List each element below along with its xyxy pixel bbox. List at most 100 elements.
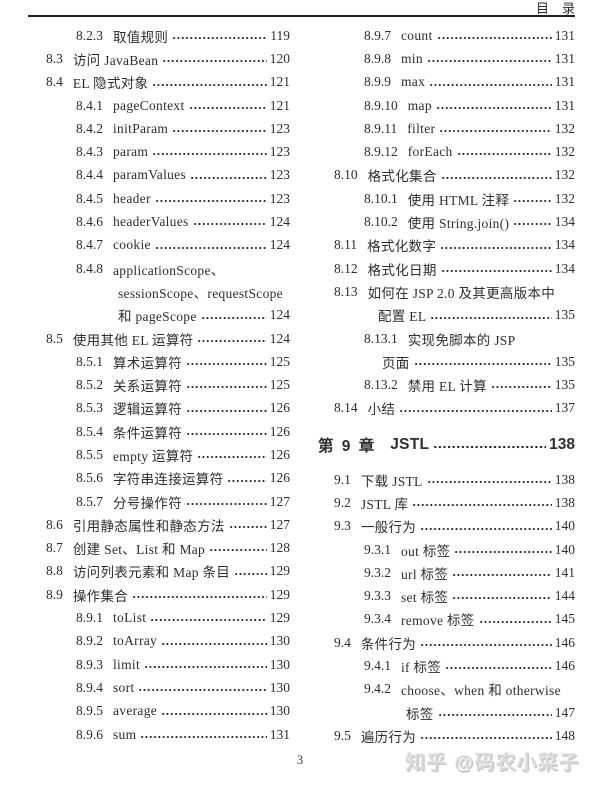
dot-leader xyxy=(161,629,267,654)
toc-entry-number: 8.14 xyxy=(334,400,358,416)
dot-leader xyxy=(186,350,267,374)
toc-entry-page: 132 xyxy=(554,144,575,160)
dot-leader xyxy=(513,210,552,234)
toc-entry-title: 禁用 EL 计算 xyxy=(407,379,487,395)
toc-entry: 8.7 创建 Set、List 和 Map 128 xyxy=(30,536,290,560)
toc-entry: 和 pageScope 124 xyxy=(30,303,290,327)
toc-entry-page: 120 xyxy=(269,50,290,66)
toc-entry: 配置 EL 135 xyxy=(318,303,575,327)
toc-entry: 9.3.3 set 标签 144 xyxy=(318,584,575,608)
toc-entry-number: 8.9.6 xyxy=(76,726,103,742)
toc-entry-number: 8.9.4 xyxy=(76,679,103,695)
dot-leader xyxy=(412,491,552,515)
toc-entry: 8.4.2 initParam 123 xyxy=(30,117,290,141)
dot-leader xyxy=(152,140,267,164)
dot-leader xyxy=(513,187,552,211)
toc-entry-page: 126 xyxy=(269,470,290,486)
dot-leader xyxy=(144,653,267,677)
toc-entry-title: 实现免脚本的 JSP xyxy=(407,332,516,348)
toc-entry: 8.10.2 使用 String.join() 134 xyxy=(318,210,575,234)
toc-entry-title: 标签 xyxy=(406,706,434,722)
toc-entry-number: 8.5.4 xyxy=(76,423,103,439)
dot-leader xyxy=(429,70,552,94)
toc-entry-title: 算术运算符 xyxy=(113,355,182,371)
toc-entry: 8.9.1 toList 129 xyxy=(30,606,290,630)
toc-entry-title: 小结 xyxy=(367,402,396,418)
toc-entry-page: 124 xyxy=(269,307,290,323)
toc-entry-title: 分号操作符 xyxy=(113,495,182,511)
dot-leader xyxy=(227,466,267,490)
dot-leader xyxy=(228,513,267,537)
toc-entry-title: 格式化数字 xyxy=(367,239,437,255)
dot-leader xyxy=(454,537,552,562)
toc-entry: 8.13 如何在 JSP 2.0 及其更高版本中 xyxy=(318,280,575,303)
toc-entry-number: 8.5.7 xyxy=(76,493,103,509)
toc-entry-page: 129 xyxy=(269,586,290,602)
toc-entry: 8.5.7 分号操作符 127 xyxy=(30,489,290,514)
toc-entry: 8.4.4 paramValues 123 xyxy=(30,163,290,188)
toc-entry-number: 8.9.7 xyxy=(364,27,391,43)
toc-entry-page: 134 xyxy=(554,260,575,276)
toc-entry-number: 8.5.2 xyxy=(76,377,103,393)
toc-entry-page: 123 xyxy=(269,120,290,136)
toc-entry-page: 140 xyxy=(554,518,575,534)
toc-column-left: 8.2.3 取值规则 119 8.3 访问 JavaBean 120 8.4 EL 隐式对象 1… xyxy=(30,24,290,747)
toc-entry-title: sessionScope、requestScope xyxy=(118,285,283,301)
toc-entry: 9.4.1 if 标签 146 xyxy=(318,654,575,678)
toc-entry-page: 132 xyxy=(554,167,575,183)
header-rule xyxy=(28,15,575,17)
dot-leader xyxy=(172,117,267,141)
toc-entry-number: 8.5.6 xyxy=(76,470,103,486)
toc-entry-page: 123 xyxy=(269,144,290,160)
toc-entry-title: pageContext xyxy=(113,97,185,113)
toc-entry-title: 关系运算符 xyxy=(113,379,182,395)
toc-entry: 9.4.2 choose、when 和 otherwise xyxy=(318,678,575,701)
dot-leader xyxy=(186,420,267,444)
toc-entry-title: toList xyxy=(113,610,147,626)
dot-leader xyxy=(209,536,267,560)
toc-entry: 8.9 操作集合 129 xyxy=(30,583,290,607)
toc-entry-number: 8.7 xyxy=(46,540,63,556)
toc-entry-number: 9.4.2 xyxy=(364,681,391,697)
toc-entry: 8.5.3 逻辑运算符 126 xyxy=(30,396,290,421)
toc-entry: 9.4 条件行为 146 xyxy=(318,631,575,655)
toc-entry-title: map xyxy=(407,97,432,113)
toc-entry-number: 8.3 xyxy=(46,50,63,66)
page-header-title: 目 录 xyxy=(535,1,575,16)
toc-entry-title: paramValues xyxy=(113,167,187,183)
toc-entry: 8.6 引用静态属性和静态方法 127 xyxy=(30,513,290,537)
toc-entry-number: 8.4.5 xyxy=(76,190,103,206)
dot-leader xyxy=(186,373,267,397)
toc-entry-page: 141 xyxy=(554,564,575,580)
toc-entry-title: 页面 xyxy=(382,355,410,371)
toc-entry: 8.5.5 empty 运算符 126 xyxy=(30,443,290,467)
toc-entry: 9.2 JSTL 库 138 xyxy=(318,491,575,515)
toc-entry-title: url 标签 xyxy=(401,566,449,582)
toc-entry-title: count xyxy=(401,27,433,43)
toc-entry: 8.5.2 关系运算符 125 xyxy=(30,373,290,397)
toc-entry-number: 8.9.10 xyxy=(364,97,398,113)
dot-leader xyxy=(440,163,552,188)
dot-leader xyxy=(426,47,552,71)
toc-entry-page: 146 xyxy=(554,658,575,674)
toc-entry: 9.3.4 remove 标签 145 xyxy=(318,607,575,632)
toc-entry-title: 使用其他 EL 运算符 xyxy=(72,332,194,348)
toc-entry-number: 8.4.6 xyxy=(76,214,103,230)
toc-entry-title: 遍历行为 xyxy=(360,729,417,745)
toc-entry-page: 125 xyxy=(269,353,290,369)
dot-leader xyxy=(399,396,552,421)
toc-entry: 标签 147 xyxy=(318,701,575,725)
toc-entry-title: out 标签 xyxy=(401,543,451,559)
toc-entry-title: 格式化日期 xyxy=(367,262,437,278)
toc-entry-number: 8.12 xyxy=(334,260,358,276)
toc-entry-title: 下载 JSTL xyxy=(360,473,423,489)
toc-entry-title: choose、when 和 otherwise xyxy=(401,683,561,699)
toc-entry-page: 134 xyxy=(554,214,575,230)
toc-entry-number: 9.3.2 xyxy=(364,564,391,580)
toc-entry: 8.9.9 max 131 xyxy=(318,70,575,94)
toc-entry-page: 126 xyxy=(269,446,290,462)
toc-entry: 8.5.1 算术运算符 125 xyxy=(30,350,290,374)
dot-leader xyxy=(140,722,267,747)
toc-entry-number: 8.4.3 xyxy=(76,144,103,160)
dot-leader xyxy=(192,210,267,234)
